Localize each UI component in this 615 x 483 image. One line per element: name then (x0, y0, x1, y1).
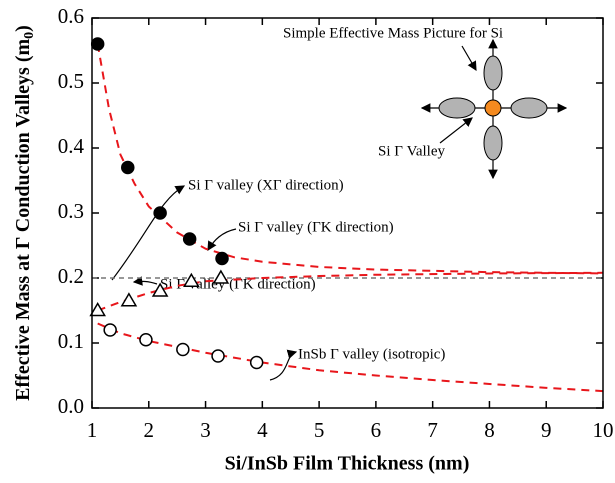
data-point (215, 251, 229, 266)
x-tick-label: 9 (541, 418, 552, 442)
data-point (176, 342, 190, 357)
annotation: Si Γ valley (XΓ direction) (188, 177, 344, 193)
y-tick-label: 0.6 (58, 4, 84, 28)
data-point (182, 232, 197, 246)
plot-frame (91, 17, 604, 409)
x-tick-label: 1 (87, 418, 98, 442)
y-tick-label: 0.2 (58, 264, 84, 288)
y-tick-label: 0.1 (58, 329, 84, 353)
data-point (249, 355, 264, 370)
y-label-close: ) (12, 25, 34, 32)
fit-curve (96, 43, 604, 275)
y-tick-label: 0.0 (58, 394, 84, 418)
annotation: InSb Γ valley (isotropic) (298, 346, 445, 362)
y-label-text: Effective Mass at Γ Conduction Valleys (… (12, 39, 34, 401)
data-point (90, 37, 105, 51)
x-axis-label: Si/InSb Film Thickness (nm) (225, 453, 470, 475)
y-label-subscript: 0 (22, 32, 37, 39)
inset-title: Simple Effective Mass Picture for Si (283, 25, 503, 41)
inset-diagram (438, 55, 548, 161)
inset-label: Si Γ Valley (378, 143, 446, 159)
y-tick-label: 0.4 (58, 134, 85, 158)
y-tick-label: 0.5 (58, 69, 84, 93)
data-point (120, 292, 138, 307)
data-point (89, 302, 106, 317)
fit-curve (97, 271, 604, 312)
x-tick-label: 3 (200, 418, 211, 442)
data-point (211, 349, 225, 363)
annotation: Si Γ valley (ΓK direction) (238, 219, 394, 235)
data-point (212, 269, 230, 284)
data-point (153, 206, 167, 220)
x-tick-label: 6 (371, 418, 382, 442)
x-tick-label: 2 (144, 418, 155, 442)
x-tick-label: 5 (314, 418, 325, 442)
data-point (151, 282, 169, 297)
annotation-arrows (111, 38, 568, 381)
data-point (103, 323, 117, 337)
x-tick-label: 10 (593, 418, 614, 442)
data-point (121, 160, 135, 175)
x-tick-label: 4 (257, 418, 268, 442)
x-tick-label: 8 (484, 418, 495, 442)
data-point (139, 333, 153, 347)
y-tick-label: 0.3 (58, 199, 84, 223)
annotation: Si Γ valley (ΓK direction) (160, 276, 316, 292)
y-axis-label: Effective Mass at Γ Conduction Valleys (… (12, 25, 38, 401)
x-tick-label: 7 (427, 418, 438, 442)
data-point (183, 272, 200, 287)
fit-curve (97, 322, 604, 393)
